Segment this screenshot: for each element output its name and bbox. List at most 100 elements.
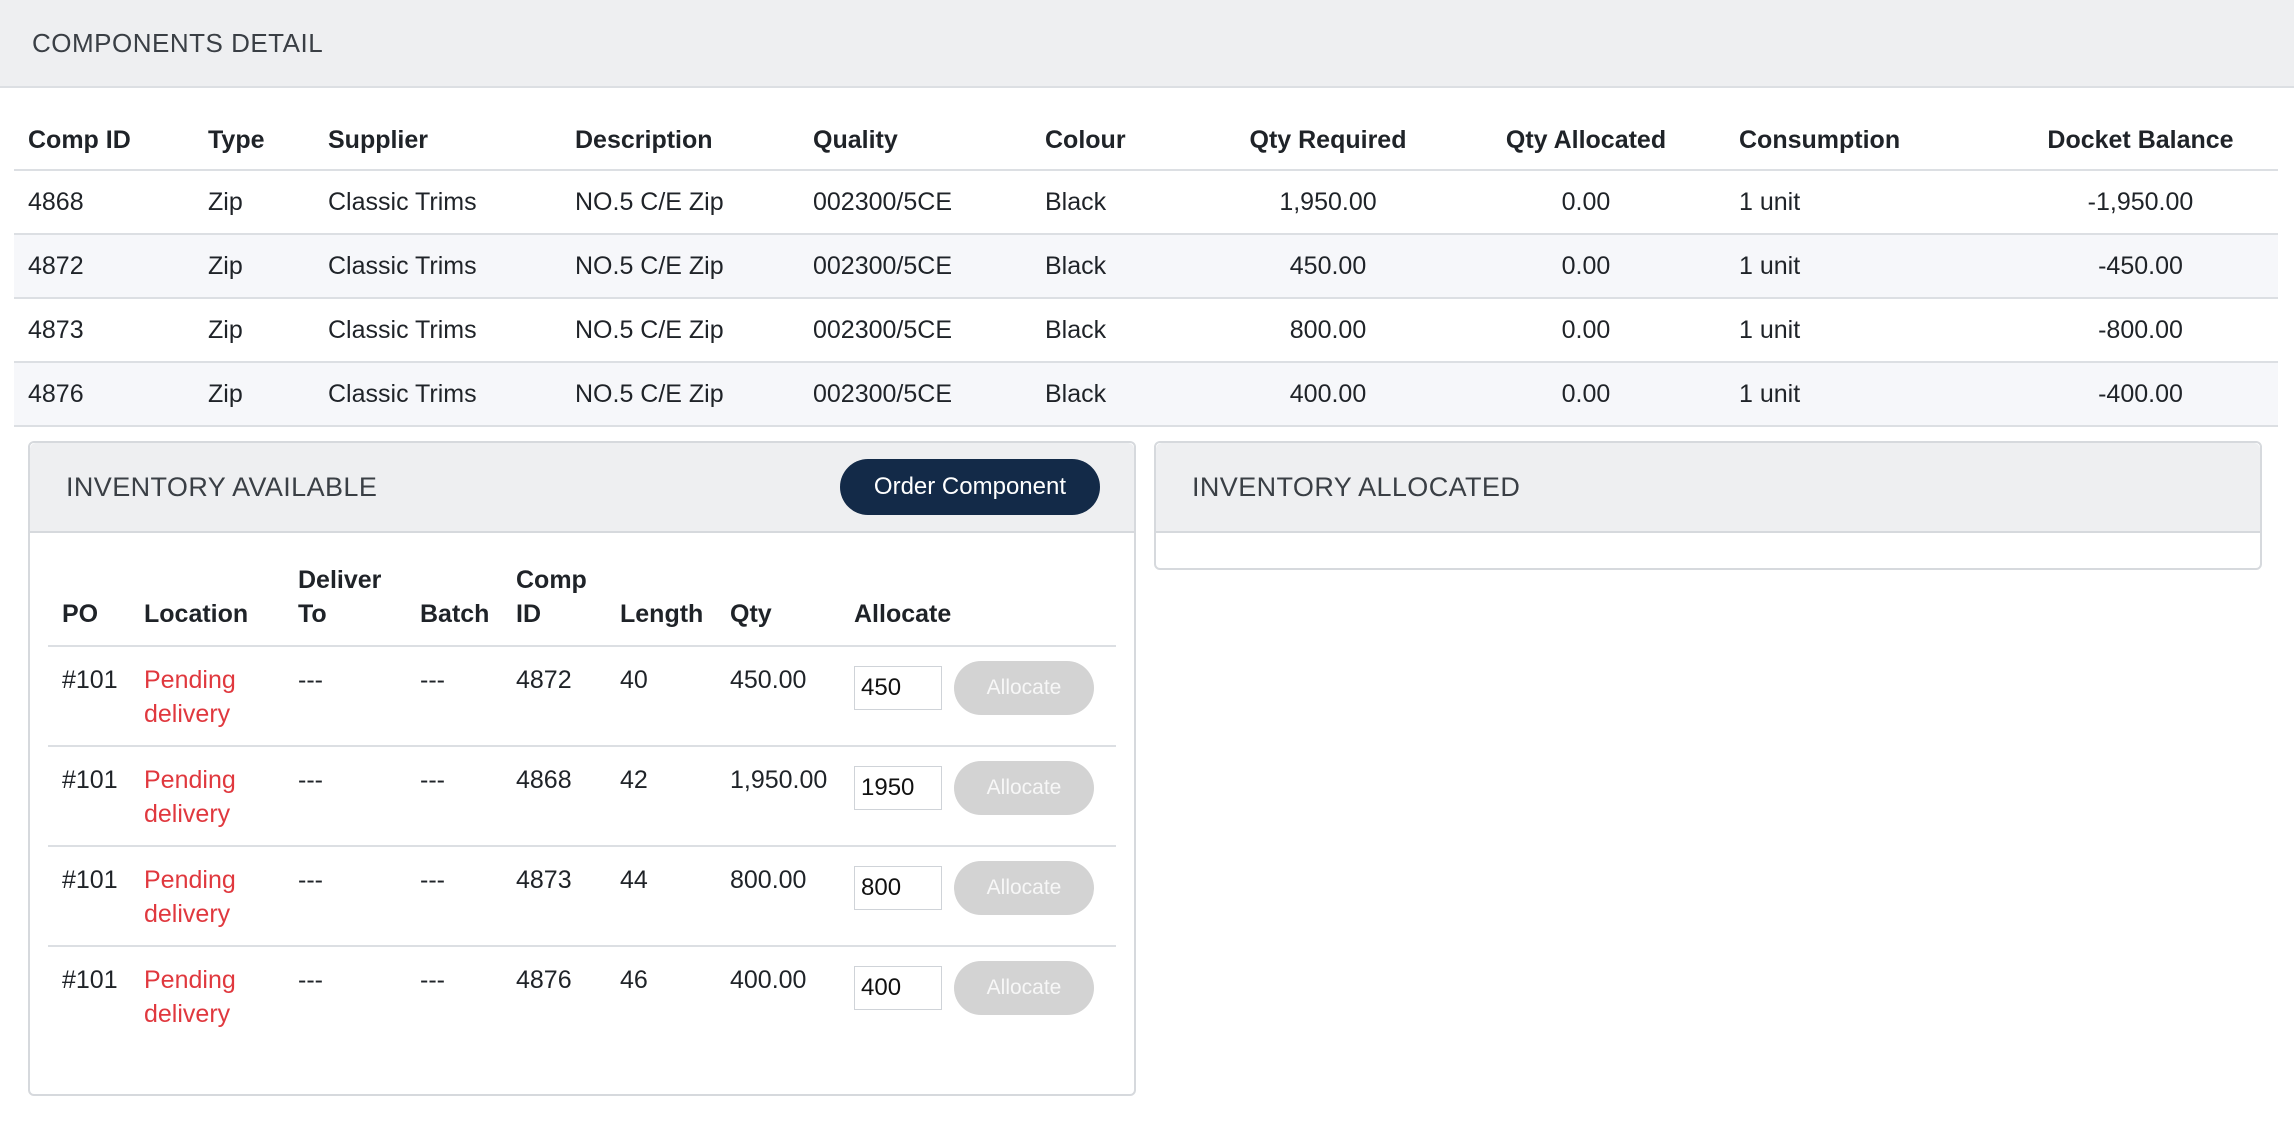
allocate-quantity-input[interactable] <box>854 966 942 1010</box>
comp-id-cell: 4873 <box>14 298 194 363</box>
col-quality: Quality <box>799 112 1031 171</box>
qty-required-cell: 800.00 <box>1209 298 1447 363</box>
col-consumption: Consumption <box>1725 112 2003 171</box>
docket-balance-cell: -1,950.00 <box>2003 170 2278 235</box>
consumption-cell: 1 unit <box>1725 362 2003 427</box>
qty-allocated-cell: 0.00 <box>1447 170 1725 235</box>
batch-cell: --- <box>406 646 502 747</box>
inventory-row: #101 Pending delivery --- --- 4868 42 1,… <box>48 746 1116 847</box>
deliver-to-cell: --- <box>284 646 406 747</box>
allocate-cell: Allocate <box>840 846 1116 947</box>
inventory-row: #101 Pending delivery --- --- 4872 40 45… <box>48 646 1116 747</box>
length-cell: 46 <box>620 966 648 994</box>
col-colour: Colour <box>1031 112 1209 171</box>
allocate-cell: Allocate <box>840 746 1116 847</box>
inventory-table-header-row: PO Location Deliver To Batch Comp ID Len… <box>48 563 1116 647</box>
consumption-cell: 1 unit <box>1725 170 2003 235</box>
comp-id-cell: 4873 <box>502 846 606 947</box>
col-description: Description <box>561 112 799 171</box>
inventory-allocated-card: INVENTORY ALLOCATED <box>1154 441 2262 570</box>
consumption-cell: 1 unit <box>1725 234 2003 299</box>
po-cell: #101 <box>48 846 130 947</box>
quality-cell: 002300/5CE <box>799 170 1031 235</box>
inventory-available-card: INVENTORY AVAILABLE Order Component PO L… <box>28 441 1136 1096</box>
type-cell: Zip <box>194 170 314 235</box>
col-deliver-to: Deliver To <box>284 563 406 647</box>
components-detail-header: COMPONENTS DETAIL <box>0 0 2294 88</box>
docket-balance-cell: -400.00 <box>2003 362 2278 427</box>
components-detail-title: COMPONENTS DETAIL <box>32 27 324 58</box>
components-table-header-row: Comp ID Type Supplier Description Qualit… <box>14 112 2278 171</box>
allocate-button[interactable]: Allocate <box>954 961 1094 1015</box>
inventory-available-header: INVENTORY AVAILABLE Order Component <box>30 443 1134 533</box>
supplier-cell: Classic Trims <box>314 298 561 363</box>
comp-id-cell: 4868 <box>14 170 194 235</box>
type-cell: Zip <box>194 298 314 363</box>
type-cell: Zip <box>194 362 314 427</box>
table-row: 4868 Zip Classic Trims NO.5 C/E Zip 0023… <box>14 170 2278 235</box>
description-cell: NO.5 C/E Zip <box>561 298 799 363</box>
inventory-row: #101 Pending delivery --- --- 4873 44 80… <box>48 846 1116 947</box>
order-component-button[interactable]: Order Component <box>839 459 1100 515</box>
batch-cell: --- <box>406 746 502 847</box>
qty-allocated-cell: 0.00 <box>1447 298 1725 363</box>
supplier-cell: Classic Trims <box>314 170 561 235</box>
qty-allocated-cell: 0.00 <box>1447 234 1725 299</box>
table-row: 4872 Zip Classic Trims NO.5 C/E Zip 0023… <box>14 234 2278 299</box>
allocate-cell: Allocate <box>840 646 1116 747</box>
col-allocate: Allocate <box>840 563 1116 647</box>
allocate-quantity-input[interactable] <box>854 666 942 710</box>
po-cell: #101 <box>48 746 130 847</box>
col-length: Length <box>606 563 716 647</box>
allocate-button[interactable]: Allocate <box>954 761 1094 815</box>
quality-cell: 002300/5CE <box>799 234 1031 299</box>
inventory-available-table: PO Location Deliver To Batch Comp ID Len… <box>48 563 1116 1045</box>
colour-cell: Black <box>1031 362 1209 427</box>
description-cell: NO.5 C/E Zip <box>561 234 799 299</box>
colour-cell: Black <box>1031 298 1209 363</box>
supplier-cell: Classic Trims <box>314 234 561 299</box>
supplier-cell: Classic Trims <box>314 362 561 427</box>
allocate-button[interactable]: Allocate <box>954 661 1094 715</box>
qty-cell: 1,950.00 <box>716 746 840 847</box>
batch-cell: --- <box>406 846 502 947</box>
comp-id-cell: 4872 <box>502 646 606 747</box>
description-cell: NO.5 C/E Zip <box>561 362 799 427</box>
docket-balance-cell: -450.00 <box>2003 234 2278 299</box>
allocate-quantity-input[interactable] <box>854 766 942 810</box>
col-qty: Qty <box>716 563 840 647</box>
col-qty-allocated: Qty Allocated <box>1447 112 1725 171</box>
allocate-cell: Allocate <box>840 946 1116 1045</box>
col-location: Location <box>130 563 284 647</box>
comp-id-cell: 4872 <box>14 234 194 299</box>
qty-cell: 800.00 <box>716 846 840 947</box>
po-cell: #101 <box>48 646 130 747</box>
allocate-button[interactable]: Allocate <box>954 861 1094 915</box>
location-cell: Pending delivery <box>144 966 236 1028</box>
comp-id-cell: 4876 <box>14 362 194 427</box>
components-table: Comp ID Type Supplier Description Qualit… <box>14 112 2278 427</box>
quality-cell: 002300/5CE <box>799 362 1031 427</box>
col-batch: Batch <box>406 563 502 647</box>
col-qty-required: Qty Required <box>1209 112 1447 171</box>
colour-cell: Black <box>1031 234 1209 299</box>
docket-balance-cell: -800.00 <box>2003 298 2278 363</box>
description-cell: NO.5 C/E Zip <box>561 170 799 235</box>
location-cell: Pending delivery <box>130 746 284 847</box>
inventory-available-title: INVENTORY AVAILABLE <box>66 471 378 502</box>
allocate-quantity-input[interactable] <box>854 866 942 910</box>
table-row: 4873 Zip Classic Trims NO.5 C/E Zip 0023… <box>14 298 2278 363</box>
po-cell: #101 <box>62 966 118 994</box>
comp-id-cell: 4876 <box>516 966 572 994</box>
comp-id-cell: 4868 <box>502 746 606 847</box>
deliver-to-cell: --- <box>298 966 323 994</box>
type-cell: Zip <box>194 234 314 299</box>
location-cell: Pending delivery <box>130 846 284 947</box>
col-comp-id: Comp ID <box>14 112 194 171</box>
colour-cell: Black <box>1031 170 1209 235</box>
col-po: PO <box>48 563 130 647</box>
length-cell: 44 <box>606 846 716 947</box>
location-cell: Pending delivery <box>130 646 284 747</box>
col-comp-id: Comp ID <box>502 563 606 647</box>
deliver-to-cell: --- <box>284 746 406 847</box>
